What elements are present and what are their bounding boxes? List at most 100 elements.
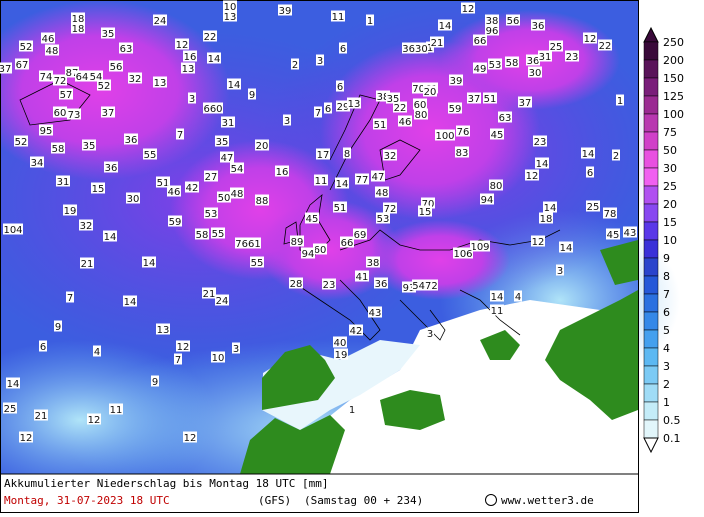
value-label: 55 (251, 258, 264, 269)
label-box (19, 40, 33, 52)
colorbar-label: 75 (663, 126, 677, 139)
value-label: 12 (526, 171, 539, 182)
label-box (183, 431, 197, 443)
colorbar-band (643, 383, 659, 403)
colorbar-label: 2 (663, 378, 670, 391)
colorbar-band (643, 419, 659, 439)
value-label: 7 (175, 355, 181, 366)
label-box (93, 345, 101, 357)
label-box (255, 139, 269, 151)
label-box (543, 201, 557, 213)
label-box (0, 62, 12, 74)
label-box (498, 111, 512, 123)
value-label: 51 (374, 120, 387, 131)
value-label: 58 (52, 144, 65, 155)
label-box (473, 62, 487, 74)
label-box (336, 100, 350, 112)
label-box (3, 402, 17, 414)
label-box (393, 101, 407, 113)
label-box (59, 88, 73, 100)
value-label: 31 (539, 52, 552, 63)
value-label: 14 (439, 21, 452, 32)
value-label: 15 (92, 184, 105, 195)
value-label: 42 (350, 326, 363, 337)
value-label: 12 (184, 433, 197, 444)
colorbar-label: 6 (663, 306, 670, 319)
label-box (347, 97, 361, 109)
label-box (402, 42, 428, 54)
label-box (366, 256, 380, 268)
value-label: 77 (356, 175, 369, 186)
colorbar-band (643, 95, 659, 115)
value-label: 14 (104, 232, 117, 243)
value-label: 14 (143, 258, 156, 269)
label-box (426, 327, 434, 339)
value-label: 80 (490, 181, 503, 192)
value-label: 18 (72, 24, 85, 35)
value-label: 23 (566, 52, 579, 63)
value-label: 13 (182, 64, 195, 75)
label-box (204, 170, 218, 182)
value-label: 74 (40, 72, 53, 83)
value-label: 39 (279, 6, 292, 17)
label-box (66, 291, 74, 303)
label-box (71, 12, 85, 24)
label-box (586, 200, 600, 212)
label-box (156, 176, 170, 188)
colorbar-label: 10 (663, 234, 677, 247)
value-label: 7 (67, 293, 73, 304)
label-box (67, 108, 81, 120)
value-label: 1 (617, 96, 623, 107)
label-box (421, 197, 435, 209)
label-box (533, 135, 547, 147)
value-label: 31 (222, 118, 235, 129)
value-label: 6 (340, 44, 346, 55)
value-label: 4 (94, 347, 100, 358)
value-label: 12 (176, 40, 189, 51)
value-label: 48 (376, 188, 389, 199)
value-label: 64 (76, 72, 89, 83)
colorbar-band (643, 401, 659, 421)
value-label: 30 (127, 194, 140, 205)
label-box (435, 129, 455, 141)
colorbar-label: 20 (663, 198, 677, 211)
label-box (453, 247, 473, 259)
label-box (603, 207, 617, 219)
value-label: 12 (20, 433, 33, 444)
value-label: 73 (68, 110, 81, 121)
label-box (123, 295, 137, 307)
label-box (366, 14, 374, 26)
label-box (583, 32, 597, 44)
value-label: 5472 (412, 281, 437, 292)
colorbar-band (643, 239, 659, 259)
label-box (230, 162, 244, 174)
value-label: 28 (290, 279, 303, 290)
label-box (305, 212, 319, 224)
label-box (331, 10, 345, 22)
label-box (15, 58, 29, 70)
colorbar-band (643, 149, 659, 169)
value-label: 32 (80, 221, 93, 232)
copyright-icon (485, 494, 497, 506)
colorbar-band (643, 221, 659, 241)
label-box (623, 226, 637, 238)
label-box (71, 22, 85, 34)
label-box (383, 149, 397, 161)
value-label: 55 (144, 150, 157, 161)
label-box (143, 148, 157, 160)
value-label: 14 (582, 149, 595, 160)
value-label: 58 (506, 58, 519, 69)
value-label: 89 (291, 237, 304, 248)
label-box (41, 32, 55, 44)
value-label: 14 (491, 292, 504, 303)
label-box (565, 50, 579, 62)
value-label: 57 (60, 90, 73, 101)
label-box (101, 106, 115, 118)
colorbar-band (643, 293, 659, 313)
value-label: 30 (529, 68, 542, 79)
label-box (207, 52, 221, 64)
value-label: 83 (456, 148, 469, 159)
label-box (223, 0, 237, 12)
label-box (275, 165, 289, 177)
